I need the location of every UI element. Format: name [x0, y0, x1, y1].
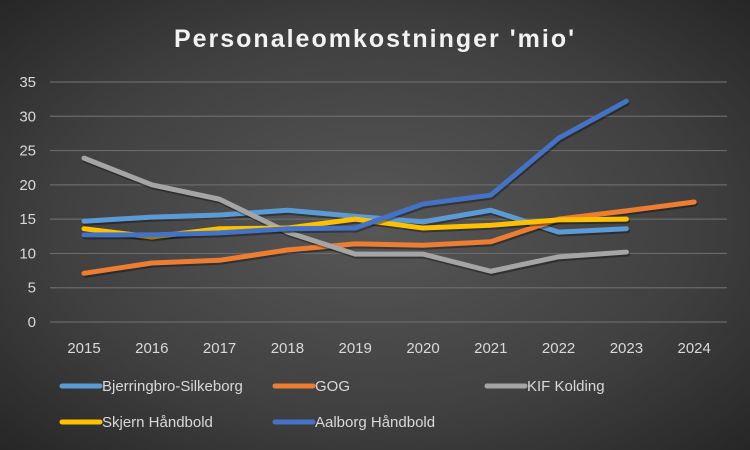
y-tick-label: 20 [19, 177, 36, 194]
x-tick-label: 2024 [678, 340, 711, 357]
x-tick-label: 2023 [610, 340, 643, 357]
x-tick-label: 2020 [406, 340, 439, 357]
x-tick-label: 2022 [542, 340, 575, 357]
x-tick-label: 2017 [203, 340, 236, 357]
chart-title: Personaleomkostninger 'mio' [174, 25, 576, 53]
x-tick-label: 2018 [271, 340, 304, 357]
y-tick-label: 25 [19, 143, 36, 160]
y-tick-label: 10 [19, 245, 36, 262]
y-tick-label: 15 [19, 211, 36, 228]
legend-label: Aalborg Håndbold [315, 414, 435, 431]
legend-label: Skjern Håndbold [102, 414, 213, 431]
legend-label: KIF Kolding [527, 378, 605, 395]
x-tick-label: 2019 [339, 340, 372, 357]
y-tick-label: 5 [28, 280, 36, 297]
y-tick-label: 35 [19, 74, 36, 91]
series-line-gog [81, 199, 697, 276]
x-tick-label: 2021 [474, 340, 507, 357]
legend-label: GOG [315, 378, 350, 395]
legend-label: Bjerringbro-Silkeborg [102, 378, 243, 395]
y-tick-label: 30 [19, 108, 36, 125]
y-tick-label: 0 [28, 314, 36, 331]
x-tick-label: 2015 [67, 340, 100, 357]
x-tick-label: 2016 [135, 340, 168, 357]
